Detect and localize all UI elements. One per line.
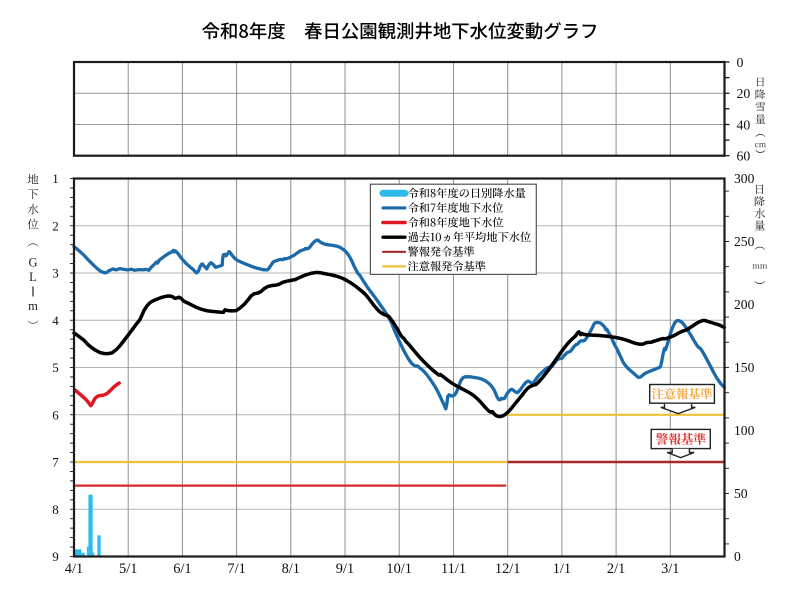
svg-text:2: 2 <box>52 218 59 233</box>
svg-text:40: 40 <box>737 117 751 132</box>
svg-text:5/1: 5/1 <box>119 561 137 577</box>
svg-text:m: m <box>28 299 38 313</box>
svg-text:4: 4 <box>52 313 59 328</box>
svg-text:250: 250 <box>734 234 755 249</box>
svg-text:7: 7 <box>52 455 59 470</box>
svg-text:2/1: 2/1 <box>607 561 625 577</box>
svg-text:0: 0 <box>734 549 741 564</box>
svg-text:50: 50 <box>734 486 748 501</box>
svg-text:G: G <box>28 256 37 270</box>
svg-text:5: 5 <box>52 360 59 375</box>
svg-text:100: 100 <box>734 423 755 438</box>
svg-text:6/1: 6/1 <box>173 561 191 577</box>
svg-text:20: 20 <box>737 86 751 101</box>
svg-text:7/1: 7/1 <box>227 561 245 577</box>
svg-text:4/1: 4/1 <box>65 561 83 577</box>
svg-text:1/1: 1/1 <box>553 561 571 577</box>
svg-text:3/1: 3/1 <box>661 561 679 577</box>
svg-text:L: L <box>29 270 37 284</box>
svg-text:12/1: 12/1 <box>495 561 521 577</box>
svg-text:300: 300 <box>734 171 755 186</box>
svg-text:9/1: 9/1 <box>336 561 354 577</box>
svg-text:3: 3 <box>52 266 59 281</box>
svg-text:9: 9 <box>52 549 59 564</box>
svg-text:0: 0 <box>737 55 744 70</box>
svg-text:200: 200 <box>734 297 755 312</box>
svg-text:10/1: 10/1 <box>386 561 412 577</box>
svg-text:1: 1 <box>52 171 59 186</box>
svg-text:8/1: 8/1 <box>282 561 300 577</box>
svg-text:8: 8 <box>52 502 59 517</box>
svg-text:11/1: 11/1 <box>441 561 466 577</box>
svg-text:60: 60 <box>737 149 751 164</box>
svg-text:6: 6 <box>52 407 59 422</box>
svg-text:150: 150 <box>734 360 755 375</box>
